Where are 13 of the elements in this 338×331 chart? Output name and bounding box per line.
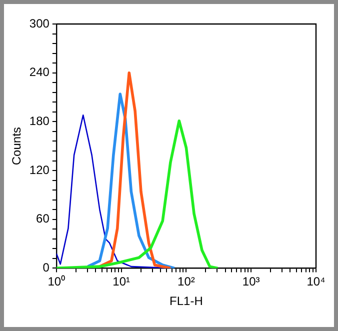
y-tick-label: 120: [29, 162, 50, 177]
x-tick-label: 10⁴: [306, 274, 326, 289]
y-tick-label: 300: [29, 16, 50, 30]
y-tick-label: 60: [36, 212, 50, 226]
y-tick-label: 0: [42, 260, 50, 275]
y-tick-label: 180: [29, 114, 50, 128]
x-tick-label: 10¹: [112, 274, 130, 289]
x-tick-label: 10²: [178, 274, 195, 289]
x-tick-label: 10³: [242, 274, 260, 289]
y-tick-label: 240: [29, 65, 50, 80]
y-axis-title: Counts: [10, 127, 24, 166]
x-axis-title: FL1-H: [170, 294, 203, 308]
x-tick-label: 10⁰: [48, 274, 66, 289]
